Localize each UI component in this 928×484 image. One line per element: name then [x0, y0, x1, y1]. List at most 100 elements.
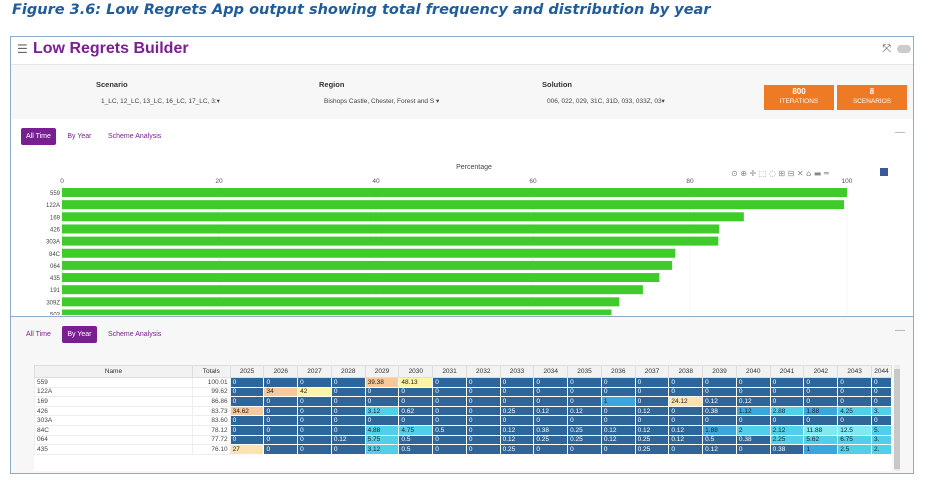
table-row[interactable]: 064 77.72 0 0 0 0.12 5.75 0.5 0 0 0.12 0.25 0.25 0.12… — [34, 434, 892, 446]
year-value-cell: 0 — [803, 415, 839, 426]
column-header[interactable]: 2030 — [398, 365, 434, 378]
data-table-container[interactable]: Name Totals 2025 2026 2027 2028 2029 2030 2031 20… — [34, 365, 892, 471]
x-tick-label: 80 — [686, 178, 694, 185]
year-value-cell: 0 — [634, 396, 670, 407]
minus-icon[interactable]: — — [895, 325, 905, 336]
year-value-cell: 0.12 — [330, 434, 366, 446]
scenario-select[interactable]: 1_LC, 12_LC, 13_LC, 16_LC, 17_LC, 3:▾ — [101, 98, 220, 105]
table-row[interactable]: 122A 99.62 0 34 42 0 0 0 0 0 0 0 0 0 0 0 0 0 0 0 0 0 — [34, 386, 892, 398]
bar[interactable] — [62, 309, 612, 316]
column-header[interactable]: 2025 — [229, 365, 265, 378]
tab-all-time[interactable]: All Time — [26, 331, 51, 338]
table-row[interactable]: 435 76.10 27 0 0 0 3.12 0.5 0 0 0.25 0 0 0 0.25 0 0.12 0 0… — [34, 444, 892, 455]
minus-icon[interactable]: — — [895, 127, 905, 138]
column-header[interactable]: 2026 — [263, 365, 299, 378]
year-value-cell: 0 — [263, 434, 299, 446]
app-header: ☰ Low Regrets Builder ⤧ — [11, 37, 913, 65]
column-header[interactable]: 2035 — [567, 365, 602, 378]
bar[interactable] — [62, 212, 744, 222]
year-value-cell: 0.62 — [398, 405, 434, 417]
iterations-stat: 800 ITERATIONS — [764, 85, 834, 110]
tab-scheme-analysis[interactable]: Scheme Analysis — [107, 133, 162, 140]
solution-select[interactable]: 006, 022, 029, 31C, 31D, 033, 033Z, 03▾ — [547, 98, 665, 105]
bar[interactable] — [62, 273, 660, 283]
year-value-cell: 0 — [465, 424, 501, 436]
row-total-cell: 100.01 — [191, 377, 231, 388]
column-header[interactable]: 2027 — [297, 365, 332, 378]
column-header[interactable]: 2029 — [364, 365, 400, 378]
year-value-cell: 0 — [465, 386, 501, 398]
column-header[interactable]: 2028 — [330, 365, 366, 378]
year-value-cell: 0 — [229, 415, 265, 426]
year-value-cell: 0 — [330, 424, 366, 436]
region-select[interactable]: Bishops Castle, Chester, Forest and S ▾ — [324, 98, 440, 105]
table-row[interactable]: 559 100.01 0 0 0 0 39.38 48.13 0 0 0 0 0 0 0 0 0 0 0 0 0 0 — [34, 377, 892, 388]
year-value-cell: 0 — [567, 444, 602, 455]
toggle-switch[interactable] — [897, 45, 911, 54]
year-value-cell: 2.88 — [769, 405, 805, 417]
year-value-cell: 0 — [297, 444, 332, 455]
plot-toolbar-icons[interactable]: ⊙ ⊕ ✛ ⬚ ◌ ⊞ ⊟ ✕ ⌂ ▬ ═ — [731, 168, 888, 178]
bar[interactable] — [62, 236, 719, 246]
year-value-cell: 0 — [634, 386, 670, 398]
column-header[interactable]: 2041 — [769, 365, 805, 378]
tab-by-year[interactable]: By Year — [67, 133, 92, 140]
table-row[interactable]: 84C 78.12 0 0 0 0 4.88 4.75 0.5 0 0.12 0.38 0.25 0.12… — [34, 424, 892, 436]
table-row[interactable]: 303A 83.60 0 0 0 0 0 0 0 0 0 0 0 0 0 0 0 0 0 0 0 0 — [34, 415, 892, 426]
year-value-cell: 1 — [600, 396, 636, 407]
column-header[interactable]: 2031 — [432, 365, 467, 378]
bar[interactable] — [62, 285, 643, 295]
column-header[interactable]: 2037 — [634, 365, 670, 378]
bar[interactable] — [62, 224, 720, 234]
year-value-cell: 0 — [465, 405, 501, 417]
column-header[interactable]: 2034 — [533, 365, 569, 378]
bar[interactable] — [62, 297, 620, 307]
year-value-cell: 0 — [803, 386, 839, 398]
table-scrollbar[interactable] — [894, 365, 900, 471]
year-value-cell: 0 — [600, 377, 636, 388]
year-value-cell: 0 — [735, 444, 771, 455]
tab-all-time[interactable]: All Time — [21, 128, 56, 145]
column-header[interactable]: 2039 — [702, 365, 737, 378]
column-header[interactable]: 2040 — [735, 365, 771, 378]
year-value-cell: 0.25 — [634, 444, 670, 455]
column-header[interactable]: 2033 — [499, 365, 535, 378]
year-value-cell: 0.25 — [567, 424, 602, 436]
scrollbar-thumb[interactable] — [894, 369, 900, 469]
year-value-cell: 0 — [432, 377, 467, 388]
column-header[interactable]: 2044 — [870, 365, 892, 378]
column-header[interactable]: 2038 — [668, 365, 704, 378]
year-value-cell: 0 — [533, 377, 569, 388]
hamburger-icon[interactable]: ☰ — [17, 42, 28, 56]
year-value-cell: 0 — [330, 405, 366, 417]
year-value-cell: 0 — [330, 386, 366, 398]
year-value-cell: 0 — [668, 377, 704, 388]
scenarios-label: SCENARIOS — [852, 98, 892, 105]
tab-scheme-analysis[interactable]: Scheme Analysis — [107, 331, 162, 338]
year-value-cell: 0.25 — [499, 444, 535, 455]
bar[interactable] — [62, 188, 848, 197]
column-header[interactable]: 2043 — [837, 365, 872, 378]
column-header[interactable]: 2036 — [600, 365, 636, 378]
solution-control: Solution 006, 022, 029, 31C, 31D, 033, 0… — [542, 80, 665, 105]
year-value-cell: 0 — [297, 434, 332, 446]
x-tick-label: 100 — [842, 178, 853, 185]
column-header[interactable]: 2032 — [465, 365, 501, 378]
y-tick-label: 303A — [46, 240, 60, 246]
column-header[interactable]: 2042 — [803, 365, 839, 378]
scenarios-stat: 8 SCENARIOS — [837, 85, 907, 110]
tab-by-year[interactable]: By Year — [62, 326, 97, 343]
year-value-cell: 3. — [870, 434, 892, 446]
expand-icon[interactable]: ⤧ — [882, 43, 891, 55]
year-value-cell: 0.25 — [499, 405, 535, 417]
year-value-cell: 0 — [769, 415, 805, 426]
column-header[interactable]: Name — [34, 365, 193, 378]
bar[interactable] — [62, 260, 673, 270]
year-value-cell: 0 — [364, 415, 400, 426]
bar[interactable] — [62, 248, 676, 258]
year-value-cell: 0 — [567, 386, 602, 398]
table-row[interactable]: 426 83.73 34.62 0 0 0 3.12 0.62 0 0 0.25 0.12 0.12 0 0… — [34, 405, 892, 417]
table-row[interactable]: 169 86.86 0 0 0 0 0 0 0 0 0 0 0 1 0 24.12 0.12 0.12 0 0 0 0 — [34, 396, 892, 407]
column-header[interactable]: Totals — [191, 365, 231, 378]
bar[interactable] — [62, 200, 845, 210]
